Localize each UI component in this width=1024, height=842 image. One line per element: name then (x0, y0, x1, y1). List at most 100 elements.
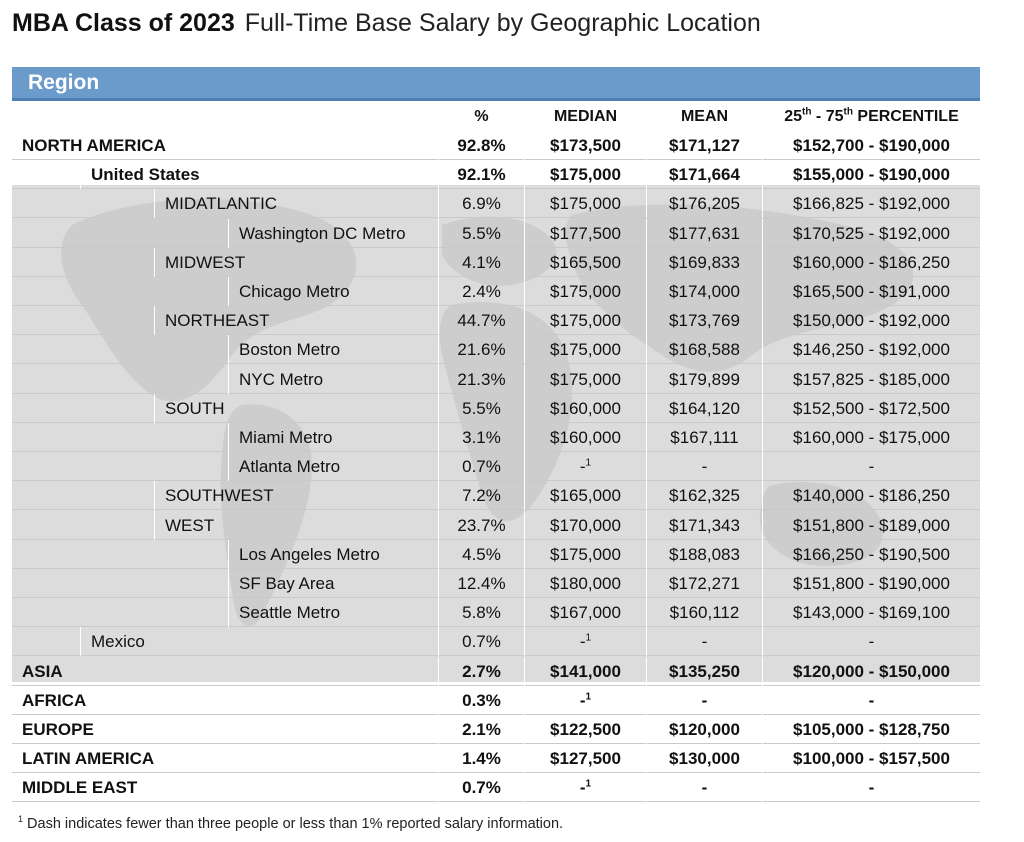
median-value: $170,000 (524, 510, 646, 540)
median-text: $175,000 (550, 369, 621, 389)
pct-value: 4.1% (438, 247, 524, 277)
median-text: - (579, 778, 586, 798)
pct-value: 5.5% (438, 393, 524, 423)
pct-value: 3.1% (438, 423, 524, 452)
table-row: Los Angeles Metro 4.5% $175,000 $188,083 $16… (12, 539, 980, 569)
region-name: MIDATLANTIC (154, 189, 438, 219)
region-name: ASIA (22, 661, 63, 681)
region-name: Boston Metro (228, 335, 438, 365)
median-value: $165,000 (524, 481, 646, 511)
percentile-range: $160,000 - $175,000 (762, 423, 980, 452)
median-text: $175,000 (550, 282, 621, 301)
percentile-range: $120,000 - $150,000 (762, 656, 980, 686)
table-row: WEST 23.7% $170,000 $171,343 $151,800 - $189… (12, 510, 980, 540)
region-name: MIDDLE EAST (22, 778, 138, 798)
median-text: $180,000 (550, 574, 621, 593)
pct-value: 92.8% (438, 131, 524, 160)
median-text: $167,000 (550, 603, 621, 623)
region-name: Atlanta Metro (228, 452, 438, 482)
percentile-range: $166,825 - $192,000 (762, 189, 980, 219)
percentile-range: - (762, 773, 980, 803)
region-name: NYC Metro (228, 364, 438, 394)
pct-value: 2.4% (438, 277, 524, 306)
region-name: Los Angeles Metro (228, 539, 438, 569)
median-text: $122,500 (550, 720, 621, 739)
region-name: Mexico (80, 627, 438, 657)
mean-value: $164,120 (646, 393, 762, 423)
median-text: $165,500 (550, 252, 621, 272)
mean-value: $130,000 (646, 744, 762, 774)
mean-value: $171,343 (646, 510, 762, 540)
region-name: NORTH AMERICA (22, 136, 166, 155)
median-value: -1 (524, 773, 646, 803)
table-row: Chicago Metro 2.4% $175,000 $174,000 $165,50… (12, 277, 980, 306)
region-header-bar: Region (12, 67, 980, 101)
percentile-range: $140,000 - $186,250 (762, 481, 980, 511)
median-value: $165,500 (524, 247, 646, 277)
mean-value: - (646, 773, 762, 803)
median-value: $167,000 (524, 598, 646, 628)
pct-value: 0.3% (438, 685, 524, 715)
pct-value: 21.3% (438, 364, 524, 394)
mean-value: $168,588 (646, 335, 762, 365)
percentile-range: $143,000 - $169,100 (762, 598, 980, 628)
page-title: MBA Class of 2023 Full-Time Base Salary b… (12, 6, 761, 40)
footnote-ref: 1 (585, 691, 592, 703)
region-name: EUROPE (22, 720, 94, 739)
mean-value: $173,769 (646, 306, 762, 336)
footnote-mark: 1 (18, 814, 24, 824)
region-name: NORTHEAST (154, 306, 438, 336)
footnote-ref: 1 (585, 778, 592, 790)
percentile-range: $152,500 - $172,500 (762, 393, 980, 423)
median-text: $175,000 (550, 194, 621, 214)
mean-value: - (646, 627, 762, 657)
median-value: -1 (524, 452, 646, 482)
mean-value: - (646, 685, 762, 715)
table-row: United States 92.1% $175,000 $171,664 $155,0… (12, 160, 980, 190)
median-text: $173,500 (550, 136, 621, 155)
table-row: NORTHEAST 44.7% $175,000 $173,769 $150,000 -… (12, 306, 980, 336)
percentile-range: $165,500 - $191,000 (762, 277, 980, 306)
mean-value: $167,111 (646, 423, 762, 452)
percentile-range: $151,800 - $190,000 (762, 569, 980, 598)
pct-value: 6.9% (438, 189, 524, 219)
title-subtitle: Full-Time Base Salary by Geographic Loca… (244, 9, 761, 37)
median-value: $175,000 (524, 306, 646, 336)
region-name: Chicago Metro (228, 277, 438, 306)
median-value: $175,000 (524, 335, 646, 365)
percentile-range: $152,700 - $190,000 (762, 131, 980, 160)
region-name: United States (80, 160, 438, 190)
mean-value: $171,664 (646, 160, 762, 190)
region-name: SOUTHWEST (154, 481, 438, 511)
percentile-range: $100,000 - $157,500 (762, 744, 980, 774)
percentile-range: - (762, 685, 980, 715)
table-row: NORTH AMERICA 92.8% $173,500 $171,127 $152,7… (12, 131, 980, 160)
pct-value: 5.8% (438, 598, 524, 628)
table-row: MIDWEST 4.1% $165,500 $169,833 $160,000 - $1… (12, 247, 980, 277)
header-median: MEDIAN (524, 102, 646, 131)
median-text: $175,000 (550, 165, 621, 185)
median-text: - (579, 632, 586, 652)
pct-value: 44.7% (438, 306, 524, 336)
median-value: $180,000 (524, 569, 646, 598)
pct-value: 7.2% (438, 481, 524, 511)
pct-value: 0.7% (438, 452, 524, 482)
median-text: $141,000 (550, 661, 621, 681)
region-name: MIDWEST (154, 247, 438, 277)
percentile-range: $166,250 - $190,500 (762, 539, 980, 569)
pct-value: 4.5% (438, 539, 524, 569)
pct-value: 92.1% (438, 160, 524, 190)
footnote-text: Dash indicates fewer than three people o… (23, 815, 564, 832)
header-percentile-mid: - 75 (811, 108, 844, 125)
median-value: $175,000 (524, 539, 646, 569)
percentile-range: $150,000 - $192,000 (762, 306, 980, 336)
median-value: -1 (524, 627, 646, 657)
title-bold: MBA Class of 2023 (12, 9, 235, 37)
mean-value: $179,899 (646, 364, 762, 394)
mean-value: $120,000 (646, 715, 762, 744)
median-text: - (579, 690, 586, 710)
percentile-range: $146,250 - $192,000 (762, 335, 980, 365)
median-value: $173,500 (524, 131, 646, 160)
percentile-range: - (762, 452, 980, 482)
region-name: AFRICA (22, 690, 87, 710)
